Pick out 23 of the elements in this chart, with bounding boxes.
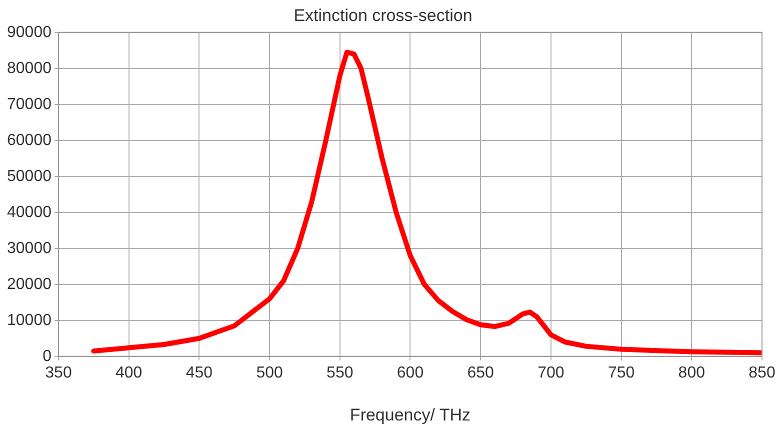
y-tick-label: 80000 [6, 60, 52, 77]
chart-title: Extinction cross-section [294, 6, 472, 25]
y-tick-label: 50000 [6, 168, 52, 185]
x-tick-label: 350 [45, 364, 72, 382]
y-tick-label: 70000 [6, 96, 52, 113]
x-tick-label: 700 [538, 364, 564, 382]
x-tick-label: 450 [186, 364, 213, 382]
x-tick-label: 800 [678, 364, 706, 382]
y-tick-label: 0 [42, 348, 52, 365]
x-tick-label: 650 [467, 364, 494, 382]
x-tick-label: 850 [748, 364, 776, 382]
x-tick-label: 600 [396, 364, 424, 382]
y-tick-label: 30000 [6, 240, 52, 257]
y-tick-label: 60000 [6, 132, 52, 149]
x-axis-title: Frequency/ THz [350, 405, 471, 424]
y-tick-label: 40000 [6, 204, 52, 221]
x-tick-label: 500 [256, 364, 283, 382]
x-tick-label: 550 [326, 364, 354, 382]
x-tick-label: 750 [608, 364, 635, 382]
y-tick-label: 20000 [6, 276, 52, 293]
x-tick-label: 400 [115, 364, 142, 382]
y-tick-label: 10000 [6, 312, 52, 329]
y-tick-label: 90000 [6, 24, 52, 41]
